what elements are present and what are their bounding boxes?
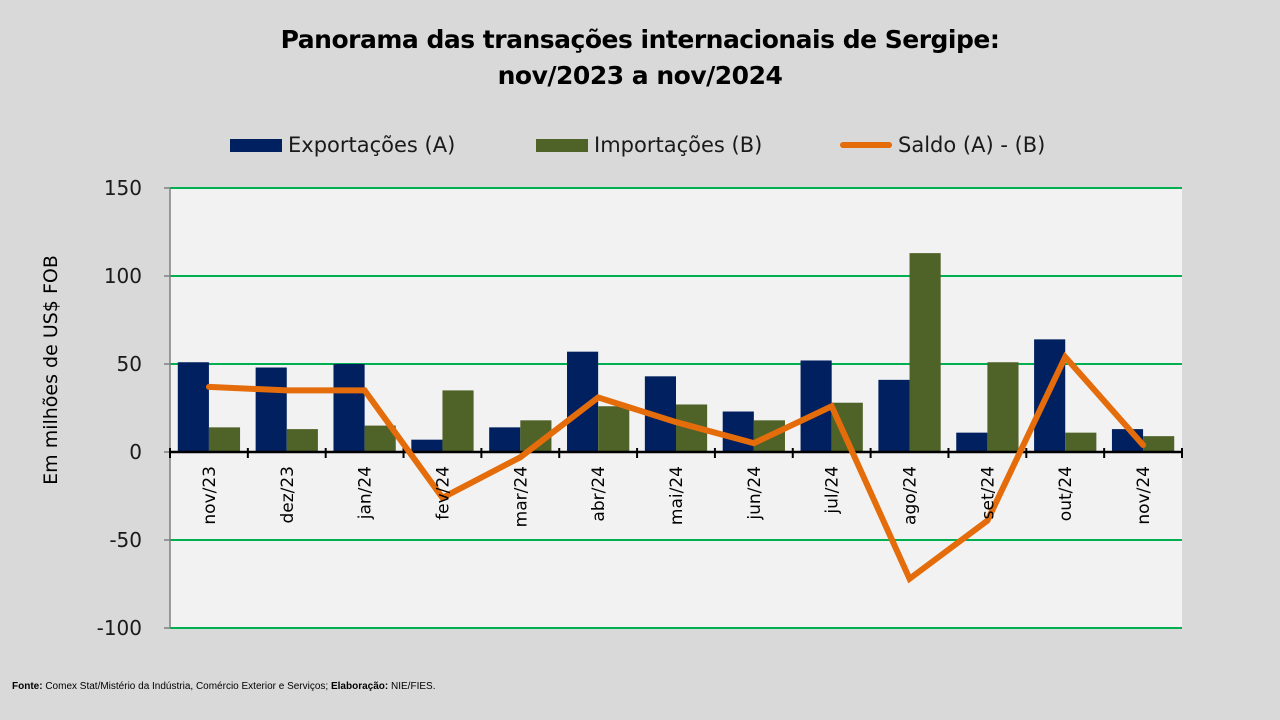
x-tick-label: jun/24 — [745, 466, 765, 521]
legend-item-importacoes: Importações (B) — [536, 133, 762, 157]
y-axis-label: Em milhões de US$ FOB — [40, 255, 62, 485]
bar-exportacoes-mar-24 — [489, 427, 521, 452]
source-elaboracao-label: Elaboração: — [330, 681, 389, 692]
bar-importacoes-dez-23 — [286, 429, 318, 452]
bar-importacoes-nov-23 — [208, 427, 241, 452]
x-tick-label: dez/23 — [278, 466, 298, 524]
bar-importacoes-ago-24 — [909, 253, 941, 452]
bar-importacoes-fev-24 — [442, 390, 474, 452]
bar-exportacoes-fev-24 — [411, 439, 443, 452]
source-fonte-label: Fonte: — [12, 681, 43, 692]
x-tick-label: nov/24 — [1134, 466, 1154, 525]
x-tick-label: set/24 — [978, 466, 998, 519]
chart-legend: Exportações (A) Importações (B) Saldo (A… — [0, 133, 1280, 161]
bar-exportacoes-dez-23 — [255, 367, 287, 452]
bar-importacoes-nov-24 — [1143, 436, 1175, 452]
x-tick-label: ago/24 — [901, 466, 921, 525]
legend-item-saldo: Saldo (A) - (B) — [840, 133, 1045, 157]
x-tick-label: abr/24 — [589, 466, 609, 522]
bar-exportacoes-jan-24 — [333, 364, 365, 452]
bar-importacoes-abr-24 — [598, 406, 630, 452]
legend-swatch-saldo — [840, 142, 892, 148]
y-tick-label: 50 — [117, 352, 142, 376]
bar-exportacoes-nov-23 — [177, 362, 209, 452]
legend-item-exportacoes: Exportações (A) — [230, 133, 455, 157]
legend-label-saldo: Saldo (A) - (B) — [898, 133, 1046, 157]
y-tick-label: 150 — [104, 176, 142, 200]
axes-group — [164, 187, 1183, 629]
bar-exportacoes-set-24 — [956, 432, 988, 452]
chart-title-line-2: nov/2023 a nov/2024 — [497, 61, 783, 90]
x-tick-label: jan/24 — [356, 466, 376, 520]
source-fonte-text: Comex Stat/Mistério da Indústria, Comérc… — [42, 681, 331, 692]
legend-swatch-importacoes — [536, 138, 588, 152]
x-tick-label: fev/24 — [433, 466, 453, 520]
chart-title: Panorama das transações internacionais d… — [0, 22, 1280, 94]
bar-exportacoes-jun-24 — [722, 411, 754, 452]
legend-swatch-exportacoes — [230, 138, 282, 152]
y-tick-label: -50 — [109, 528, 142, 552]
chart-title-line-1: Panorama das transações internacionais d… — [280, 25, 1000, 54]
source-note: Fonte: Comex Stat/Mistério da Indústria,… — [12, 681, 435, 692]
source-elaboracao-text: NIE/FIES. — [388, 681, 436, 692]
bar-importacoes-out-24 — [1065, 432, 1097, 452]
x-tick-label: mar/24 — [511, 466, 531, 527]
y-tick-label: 100 — [104, 264, 142, 288]
labels-group: 150 100 50 0 -50 -100 nov/23 dez/23 jan/24 fev/24… — [97, 176, 1154, 640]
y-tick-label: 0 — [129, 440, 142, 464]
x-tick-label: nov/23 — [200, 466, 220, 525]
y-tick-label: -100 — [97, 616, 142, 640]
legend-label-importacoes: Importações (B) — [594, 133, 763, 157]
legend-label-exportacoes: Exportações (A) — [288, 133, 456, 157]
saldo-line-group — [205, 351, 1147, 584]
x-tick-label: mai/24 — [667, 466, 687, 525]
bar-importacoes-set-24 — [987, 362, 1019, 452]
x-tick-label: out/24 — [1056, 466, 1076, 521]
x-tick-label: jul/24 — [823, 466, 843, 515]
bar-exportacoes-ago-24 — [878, 379, 910, 452]
